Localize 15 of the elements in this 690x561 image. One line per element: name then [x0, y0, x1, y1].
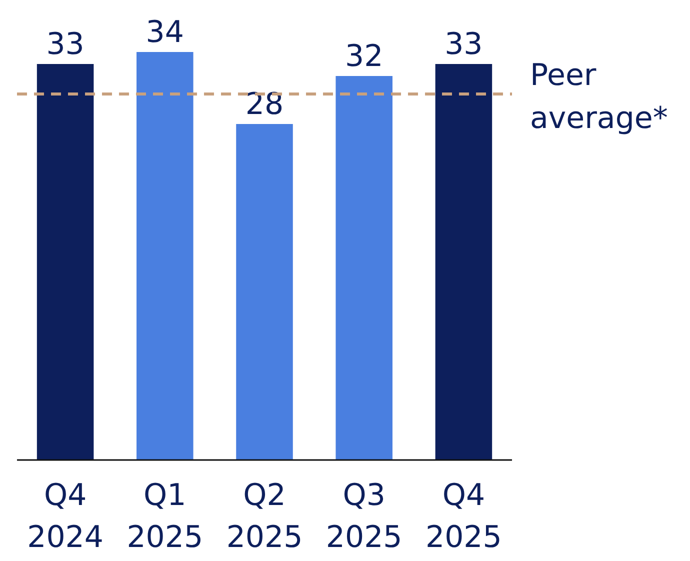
- bar: [36, 64, 94, 460]
- x-tick-label: Q1 2025: [126, 478, 204, 555]
- data-label: 32: [345, 39, 384, 74]
- data-label: 34: [146, 15, 184, 50]
- ref-line-label: Peer average*: [530, 58, 668, 136]
- data-label: 33: [46, 27, 84, 62]
- x-tick-label: Q4 2025: [426, 478, 502, 555]
- bar: [435, 64, 492, 460]
- x-tick-label: Q3 2025: [326, 478, 402, 555]
- bar: [336, 76, 392, 460]
- bar: [236, 124, 293, 460]
- x-tick-label: Q4 2024: [27, 478, 104, 555]
- bar: [136, 52, 194, 460]
- data-label: 33: [444, 27, 483, 62]
- x-tick-label: Q2 2025: [226, 478, 303, 555]
